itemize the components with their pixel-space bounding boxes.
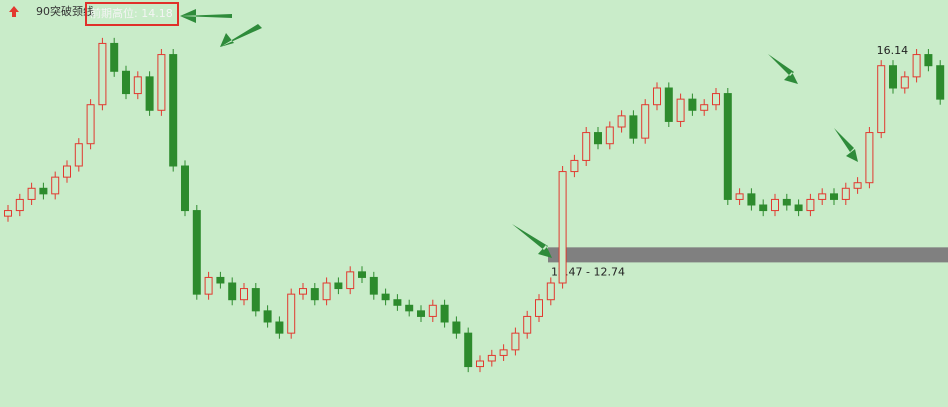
candle-body (700, 104, 709, 111)
candle-body (499, 349, 508, 356)
candle-body (204, 276, 213, 295)
candle-body (900, 76, 909, 89)
candle-body (889, 65, 897, 89)
candle-body (110, 42, 119, 72)
candle-body (98, 42, 107, 106)
candle-body (487, 354, 496, 362)
candle-body (228, 282, 237, 301)
candle-body (936, 65, 945, 100)
candle-body (877, 65, 886, 134)
candle-body (452, 321, 461, 334)
candle-body (417, 310, 425, 317)
candle-body (771, 198, 779, 212)
candle-body (240, 288, 248, 301)
candle-body (924, 54, 933, 67)
candle-body (629, 115, 638, 139)
candle-body (818, 193, 827, 200)
candle-body (676, 98, 685, 122)
candle-body (51, 176, 60, 195)
candle-body (428, 304, 437, 317)
candle-body (830, 193, 838, 200)
candle-body (169, 54, 178, 167)
candle-body (759, 204, 768, 212)
candle-body (735, 193, 744, 200)
candle-body (322, 282, 331, 301)
candle-body (605, 126, 614, 145)
candle-body (912, 54, 921, 78)
candle-body (216, 276, 225, 284)
candle-body (570, 159, 579, 173)
candle-body (181, 165, 189, 212)
candle-body (346, 271, 355, 290)
candle-body (299, 288, 307, 295)
candle-body (688, 98, 697, 111)
candle-body (4, 210, 12, 217)
candle-body (39, 187, 48, 195)
candle-body (464, 332, 473, 368)
indicator-title: 90突破颈线 (36, 4, 94, 18)
candle-body (853, 182, 862, 189)
candle-body (358, 271, 366, 278)
peak-label: 16.14 (877, 44, 909, 57)
candle-body (546, 282, 555, 301)
candle-body (275, 321, 284, 334)
candle-body (405, 304, 414, 312)
candle-body (511, 332, 520, 351)
candle-body (747, 193, 756, 206)
candle-body (558, 171, 567, 284)
candle-body (712, 93, 720, 106)
candle-body (310, 288, 319, 301)
candle-body (782, 198, 791, 206)
candle-body (15, 198, 24, 212)
candle-body (133, 76, 142, 95)
candle-body (653, 87, 661, 106)
candle-body (381, 293, 390, 301)
candle-body (476, 360, 484, 368)
zone-label: 12.47 - 12.74 (551, 265, 625, 278)
candle-body (27, 187, 36, 200)
candle-body (86, 104, 95, 145)
candle-body (794, 204, 803, 212)
candle-body (74, 143, 83, 167)
candle-body (263, 310, 272, 323)
candle-body (641, 104, 650, 139)
candle-body (192, 210, 201, 295)
candle-body (145, 76, 154, 111)
candle-body (594, 132, 602, 145)
candle-body (63, 165, 71, 178)
candle-body (369, 276, 378, 295)
candle-body (535, 299, 543, 317)
previous-high-label: 前期高位: 14.18 (90, 6, 173, 20)
candle-body (523, 315, 532, 334)
candle-body (865, 132, 874, 184)
price-zone (548, 247, 948, 263)
candle-body (617, 115, 626, 128)
candle-body (723, 93, 732, 200)
candle-body (393, 299, 402, 306)
candle-body (251, 288, 260, 312)
candle-body (664, 87, 673, 122)
candle-body (334, 282, 343, 290)
candle-body (122, 70, 130, 95)
candle-body (841, 187, 850, 200)
candle-body (440, 304, 449, 323)
up-icon (9, 6, 19, 17)
highlight-box (85, 2, 179, 26)
candle-body (287, 293, 296, 334)
candle-body (582, 132, 591, 161)
plot: 12.47 - 12.74 16.14 (4, 37, 948, 373)
arrows (180, 9, 858, 258)
candle-body (157, 54, 166, 111)
candle-body (806, 198, 815, 212)
